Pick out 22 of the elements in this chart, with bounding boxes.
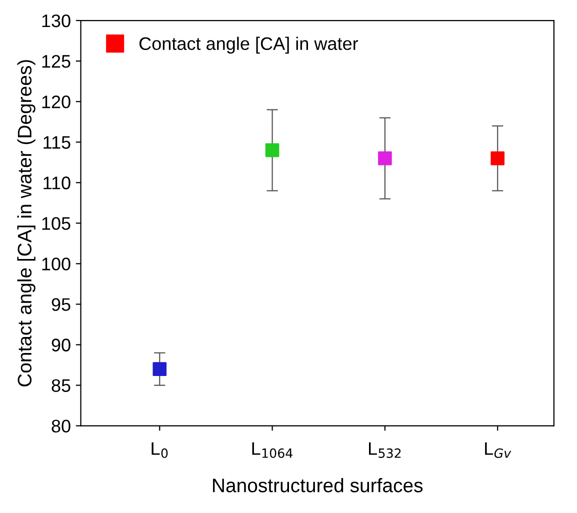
y-tick-label: 110 (44, 176, 70, 190)
legend-label: Contact angle [CA] in water (139, 36, 358, 54)
x-tick-label: L$_{532}$ (369, 442, 401, 458)
y-tick-label: 100 (42, 258, 70, 270)
x-axis-title: Nanostructured surfaces (213, 478, 423, 492)
y-tick-label: 80 (52, 420, 70, 433)
y-tick-label: 95 (52, 298, 70, 311)
y-tick-label: 85 (52, 379, 70, 392)
y-tick-label: 105 (42, 217, 70, 230)
y-tick-label: 125 (42, 54, 70, 68)
point (490, 151, 504, 166)
point (378, 151, 392, 166)
x-tick-label: L$_{Gv}$ (485, 442, 512, 458)
y-tick-label: 120 (42, 96, 70, 108)
y-axis-title: Contact angle [CA] in water (Degrees) (17, 60, 36, 386)
y-tick-label: 115 (44, 136, 70, 149)
x-tick-label: L$_{0}$ (152, 442, 168, 458)
point (265, 143, 280, 158)
x-tick-label: L$_{1064}$ (252, 442, 292, 458)
point (152, 362, 167, 376)
y-tick-label: 90 (52, 338, 70, 352)
y-tick-label: 130 (42, 14, 70, 28)
